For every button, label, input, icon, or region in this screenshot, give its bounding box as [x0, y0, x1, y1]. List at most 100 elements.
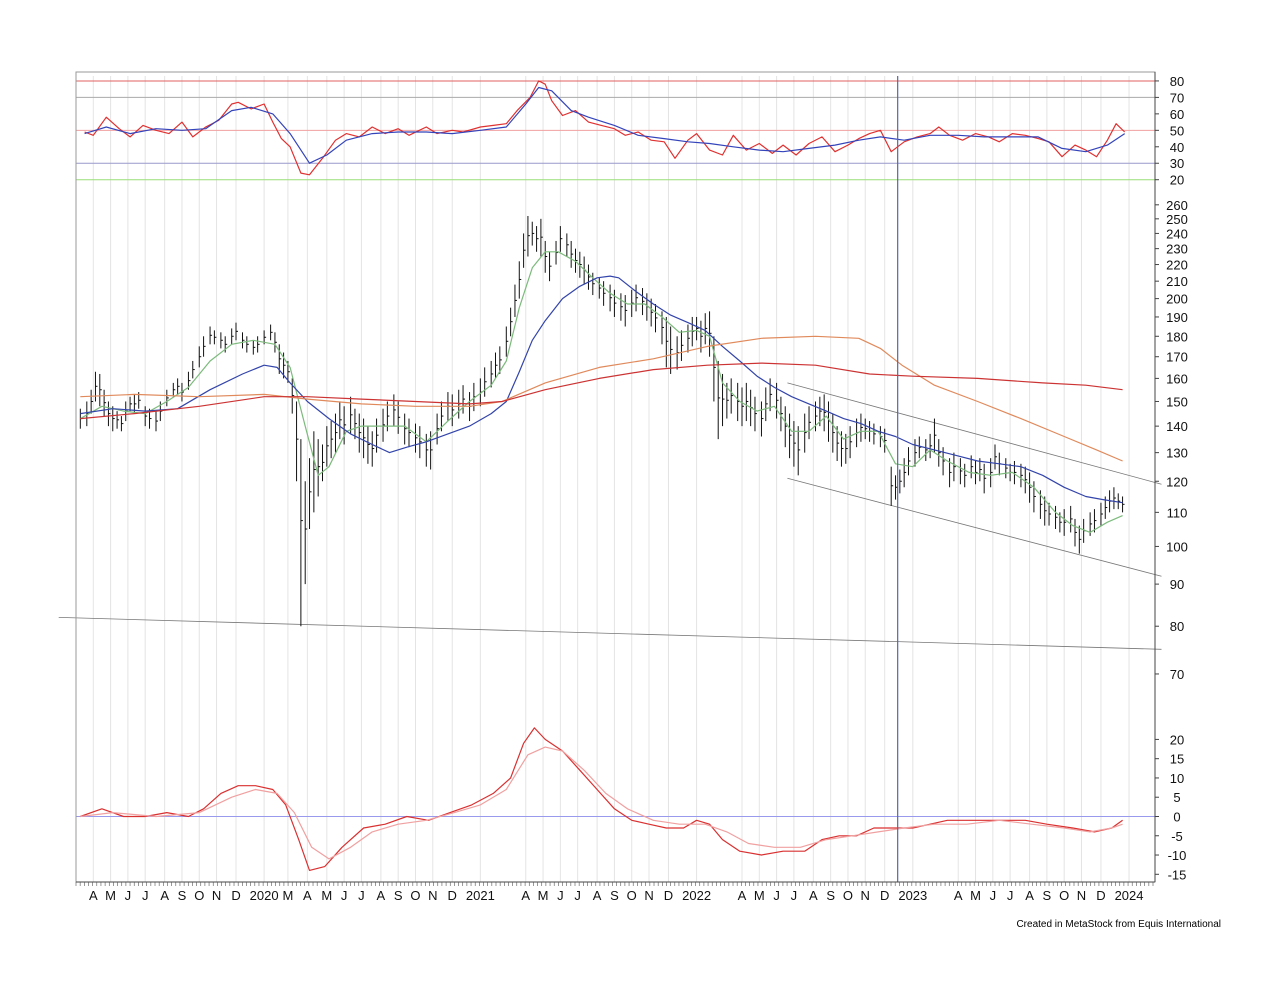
x-tick-label: J [990, 888, 997, 903]
x-tick-label: N [1077, 888, 1086, 903]
macd-tick-label: 20 [1170, 732, 1184, 747]
moving-average-line [80, 335, 1123, 462]
x-tick-label: A [954, 888, 963, 903]
x-tick-label: O [410, 888, 420, 903]
x-tick-label: J [142, 888, 149, 903]
macd-tick-label: 0 [1173, 809, 1180, 824]
price-tick-label: 110 [1167, 505, 1188, 520]
x-tick-label: A [809, 888, 818, 903]
x-tick-label: S [1043, 888, 1052, 903]
price-tick-label: 160 [1166, 371, 1188, 386]
x-tick-label: 2022 [682, 888, 711, 903]
x-tick-label: 2024 [1115, 888, 1144, 903]
price-tick-label: 130 [1166, 446, 1188, 461]
price-tick-label: 120 [1166, 474, 1188, 489]
price-tick-label: 260 [1166, 198, 1188, 213]
x-tick-label: J [791, 888, 798, 903]
macd-tick-label: 15 [1170, 752, 1184, 767]
x-tick-label: A [303, 888, 312, 903]
x-tick-label: S [394, 888, 403, 903]
price-tick-label: 240 [1166, 226, 1188, 241]
moving-average-line [80, 251, 1123, 534]
indicator-lines [80, 80, 1126, 872]
x-tick-label: M [105, 888, 116, 903]
x-tick-label: D [880, 888, 889, 903]
oscillator-tick-label: 50 [1170, 123, 1184, 138]
x-tick-label: D [448, 888, 457, 903]
x-tick-label: 2021 [466, 888, 495, 903]
x-tick-label: 2023 [898, 888, 927, 903]
moving-average-line [80, 362, 1123, 420]
price-tick-label: 220 [1166, 258, 1188, 273]
price-tick-label: 190 [1166, 310, 1188, 325]
chart-frame [75, 71, 1156, 883]
price-tick-label: 80 [1170, 619, 1184, 634]
x-tick-label: J [574, 888, 581, 903]
y-axis-labels: 2030405060708070809010011012013014015016… [1155, 74, 1188, 882]
x-axis-labels: A M J J A S O N D 2020 M A M J J A S O N D 2021 A M J J A S O N D 2022… [75, 882, 1154, 903]
price-tick-label: 180 [1166, 329, 1188, 344]
oscillator-line [84, 80, 1126, 176]
x-tick-label: A [89, 888, 98, 903]
trendline [58, 616, 1162, 650]
price-tick-label: 210 [1166, 274, 1188, 289]
price-tick-label: 200 [1166, 292, 1188, 307]
macd-line [80, 746, 1123, 860]
oscillator-tick-label: 20 [1170, 173, 1184, 188]
oscillator-tick-label: 80 [1170, 74, 1184, 89]
oscillator-tick-label: 40 [1170, 140, 1184, 155]
x-tick-label: A [377, 888, 386, 903]
x-tick-label: A [160, 888, 169, 903]
price-bars [79, 215, 1125, 627]
price-tick-label: 70 [1170, 667, 1184, 682]
oscillator-tick-label: 30 [1170, 156, 1184, 171]
x-tick-label: D [664, 888, 673, 903]
trendline [787, 382, 1162, 485]
x-tick-label: S [610, 888, 619, 903]
macd-tick-label: -10 [1168, 848, 1187, 863]
x-tick-label: N [428, 888, 437, 903]
x-tick-label: J [125, 888, 132, 903]
x-tick-label: O [1059, 888, 1069, 903]
x-tick-label: N [212, 888, 221, 903]
x-tick-label: A [521, 888, 530, 903]
x-tick-label: O [627, 888, 637, 903]
x-tick-label: J [341, 888, 348, 903]
reference-lines [58, 80, 1162, 817]
x-tick-label: J [557, 888, 564, 903]
x-tick-label: M [754, 888, 765, 903]
oscillator-tick-label: 60 [1170, 107, 1184, 122]
x-tick-label: S [178, 888, 187, 903]
price-tick-label: 250 [1166, 212, 1188, 227]
x-tick-label: 2020 [250, 888, 279, 903]
price-tick-label: 90 [1170, 577, 1184, 592]
price-tick-label: 150 [1166, 394, 1188, 409]
footer-credit: Created in MetaStock from Equis Internat… [1016, 919, 1221, 930]
x-tick-label: D [1096, 888, 1105, 903]
x-tick-label: J [773, 888, 780, 903]
x-tick-label: M [538, 888, 549, 903]
x-tick-label: M [321, 888, 332, 903]
x-tick-label: J [358, 888, 365, 903]
x-tick-label: A [593, 888, 602, 903]
x-tick-label: M [282, 888, 293, 903]
trendline [787, 477, 1162, 577]
price-tick-label: 140 [1166, 419, 1188, 434]
x-tick-label: N [644, 888, 653, 903]
x-tick-label: A [1025, 888, 1034, 903]
x-tick-label: S [826, 888, 835, 903]
x-tick-label: A [738, 888, 747, 903]
oscillator-tick-label: 70 [1170, 90, 1184, 105]
x-tick-label: D [231, 888, 240, 903]
oscillator-line [84, 86, 1126, 164]
macd-tick-label: 10 [1170, 771, 1184, 786]
macd-tick-label: 5 [1173, 790, 1180, 805]
x-tick-label: O [194, 888, 204, 903]
macd-tick-label: -5 [1171, 829, 1183, 844]
price-tick-label: 170 [1166, 350, 1188, 365]
price-tick-label: 230 [1166, 242, 1188, 257]
price-tick-label: 100 [1166, 539, 1188, 554]
macd-tick-label: -15 [1168, 867, 1187, 882]
